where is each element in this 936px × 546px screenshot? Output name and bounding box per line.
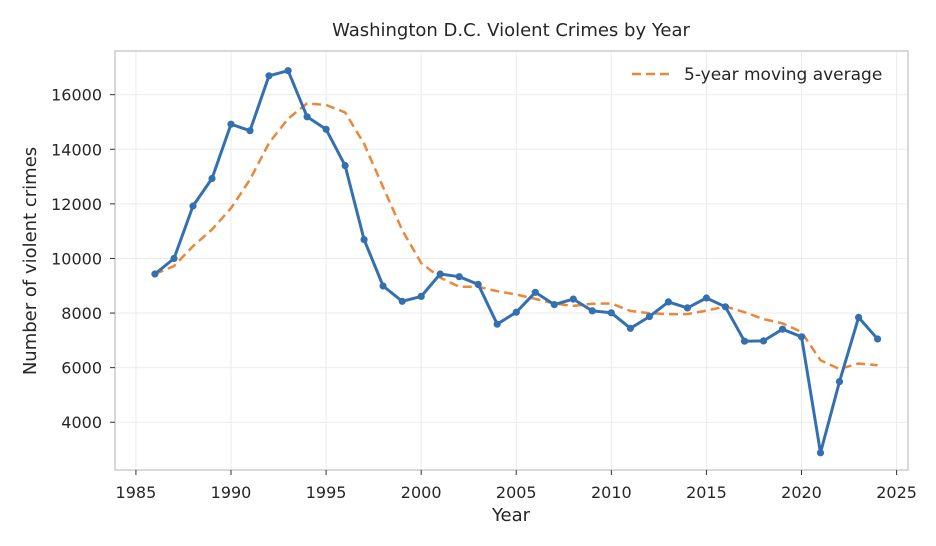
data-point-2013 — [664, 298, 673, 306]
grid-lines — [115, 51, 908, 470]
chart-title: Washington D.C. Violent Crimes by Year — [332, 20, 690, 41]
data-point-1998 — [379, 282, 387, 290]
x-tick-label: 2010 — [591, 483, 632, 502]
x-tick-label: 2025 — [876, 483, 917, 502]
y-tick-label: 12000 — [51, 195, 102, 214]
data-point-2003 — [474, 280, 482, 288]
data-point-1989 — [208, 174, 216, 183]
x-axis-label: Year — [491, 505, 531, 526]
moving-average-line — [154, 102, 878, 371]
x-tick-label: 2015 — [686, 483, 727, 502]
legend: 5-year moving average — [632, 65, 882, 85]
data-point-1990 — [227, 120, 235, 128]
x-tick-label: 1990 — [211, 483, 252, 502]
data-point-1992 — [265, 72, 273, 80]
data-point-1987 — [170, 254, 178, 263]
y-tick-label: 6000 — [61, 359, 102, 378]
y-tick-label: 4000 — [61, 413, 102, 432]
y-tick-label: 10000 — [51, 249, 102, 268]
data-point-2021 — [816, 449, 825, 457]
data-point-2001 — [436, 270, 444, 278]
x-tick-label: 2000 — [401, 483, 442, 502]
data-point-2005 — [512, 308, 520, 316]
data-point-1997 — [360, 236, 368, 244]
data-point-1991 — [246, 127, 254, 135]
y-tick-label: 14000 — [51, 140, 102, 159]
data-point-1999 — [398, 297, 406, 305]
x-tick-label: 2005 — [496, 483, 537, 502]
data-point-2002 — [455, 273, 463, 281]
data-point-2020 — [797, 333, 806, 341]
data-point-2006 — [531, 288, 539, 296]
legend-label-moving-average: 5-year moving average — [684, 65, 882, 85]
data-point-2014 — [683, 304, 692, 312]
x-tick-label: 1995 — [306, 483, 347, 502]
data-point-2000 — [417, 292, 425, 300]
data-point-2019 — [778, 325, 787, 333]
data-point-2012 — [645, 313, 654, 321]
data-point-1986 — [151, 270, 159, 278]
data-point-1993 — [284, 67, 292, 75]
data-point-2023 — [855, 313, 863, 321]
data-point-1995 — [322, 125, 330, 133]
data-point-2017 — [740, 337, 749, 345]
data-point-2016 — [721, 303, 730, 311]
data-point-1988 — [189, 202, 197, 210]
data-point-2024 — [874, 335, 882, 343]
data-point-2015 — [702, 294, 711, 302]
x-tick-label: 2020 — [781, 483, 822, 502]
y-axis-ticks: 4000 6000 8000 10000 12000 14000 16000 — [51, 86, 115, 432]
data-point-2004 — [493, 320, 501, 328]
data-point-2022 — [835, 378, 844, 386]
data-point-2008 — [569, 295, 577, 303]
x-axis-ticks: 1985 1990 1995 2000 2005 2010 2015 2020 2025 — [116, 470, 917, 502]
data-point-2007 — [550, 301, 558, 309]
series-layer — [151, 67, 882, 457]
data-point-2010 — [607, 309, 615, 317]
data-point-2011 — [626, 324, 635, 332]
y-tick-label: 16000 — [51, 86, 102, 105]
y-tick-label: 8000 — [61, 304, 102, 323]
y-axis-label: Number of violent crimes — [20, 147, 41, 375]
plot-frame — [114, 50, 909, 471]
data-point-1994 — [303, 113, 311, 121]
data-point-2018 — [759, 337, 768, 345]
x-tick-label: 1985 — [116, 483, 157, 502]
data-point-1996 — [341, 162, 349, 170]
data-point-2009 — [588, 307, 596, 315]
